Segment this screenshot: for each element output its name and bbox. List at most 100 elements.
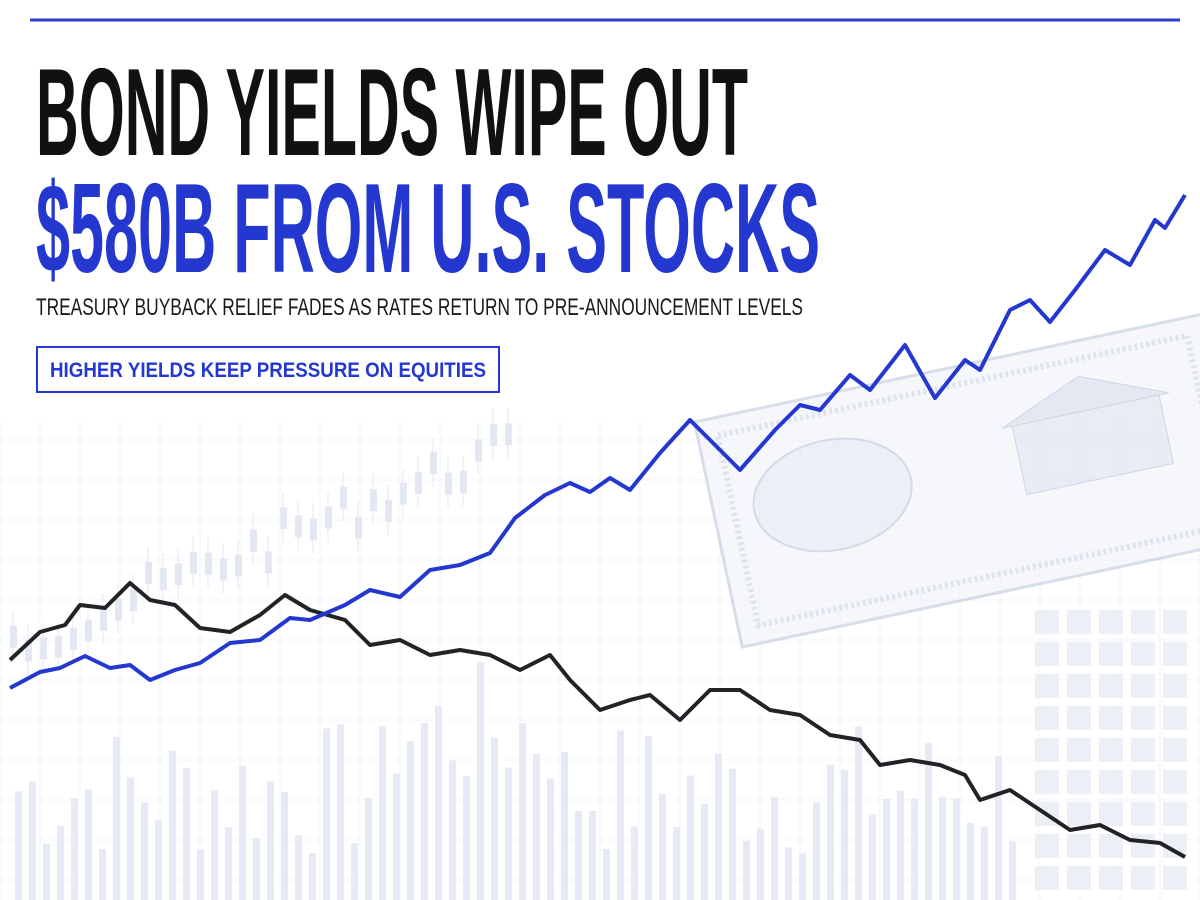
candle-body xyxy=(100,608,107,631)
grid-tile xyxy=(1099,802,1123,826)
grid-tile xyxy=(1099,738,1123,762)
volume-bar xyxy=(645,736,652,900)
grid-tile xyxy=(1067,610,1091,634)
grid-tile xyxy=(1099,610,1123,634)
volume-bar xyxy=(43,843,50,900)
candle-body xyxy=(325,506,332,529)
volume-bar xyxy=(631,826,638,900)
volume-bar xyxy=(701,803,708,900)
banknote-roof xyxy=(1002,375,1169,429)
candle-body xyxy=(55,635,62,658)
banknote-ornament xyxy=(752,437,913,553)
subtitle: TREASURY BUYBACK RELIEF FADES AS RATES R… xyxy=(36,294,803,321)
volume-bar xyxy=(841,769,848,900)
volume-bar xyxy=(827,764,834,900)
volume-bar xyxy=(855,726,862,900)
grid-tile xyxy=(1131,738,1155,762)
volume-bar xyxy=(379,726,386,900)
volume-bar xyxy=(953,798,960,900)
grid-tile xyxy=(1099,642,1123,666)
banknote-border xyxy=(714,332,1200,629)
volume-bar xyxy=(253,837,260,900)
grid-tile xyxy=(1035,834,1059,858)
grid-tile xyxy=(1035,706,1059,730)
title-line-1: BOND YIELDS WIPE OUT xyxy=(36,44,748,182)
volume-bar xyxy=(407,741,414,900)
grid-tile xyxy=(1067,834,1091,858)
grid-tile xyxy=(1163,642,1187,666)
volume-bar xyxy=(617,730,624,900)
candle-body xyxy=(415,471,422,494)
volume-bar xyxy=(155,820,162,900)
grid-tile xyxy=(1099,834,1123,858)
volume-bar xyxy=(449,760,456,900)
volume-bar xyxy=(939,796,946,900)
grid-tile xyxy=(1131,802,1155,826)
volume-bar xyxy=(785,847,792,900)
candle-body xyxy=(400,482,407,505)
candle-body xyxy=(175,563,182,586)
grid-tile xyxy=(1035,770,1059,794)
candle-body xyxy=(445,472,452,495)
volume-bar xyxy=(869,814,876,900)
grid-tile xyxy=(1131,674,1155,698)
volume-bar xyxy=(15,791,22,900)
grid-tile xyxy=(1099,770,1123,794)
background-decoration xyxy=(0,408,1200,900)
volume-bar xyxy=(295,835,302,900)
volume-bar xyxy=(813,802,820,900)
candle-body xyxy=(310,518,317,541)
volume-bar xyxy=(603,848,610,900)
grid-tile xyxy=(1035,610,1059,634)
badge-box xyxy=(36,346,500,393)
grid-tile xyxy=(1099,866,1123,890)
volume-bar xyxy=(505,767,512,900)
candle-body xyxy=(370,489,377,512)
yields-line xyxy=(9,193,1187,690)
volume-bar xyxy=(393,773,400,900)
candle-body xyxy=(115,598,122,621)
volume-bar xyxy=(435,705,442,900)
grid-tile xyxy=(1163,674,1187,698)
candle-body xyxy=(160,567,167,590)
grid-tile xyxy=(1035,674,1059,698)
grid-tile xyxy=(1131,642,1155,666)
volume-bar xyxy=(925,742,932,900)
volume-bar xyxy=(589,810,596,900)
volume-bar xyxy=(141,802,148,900)
grid-tile xyxy=(1035,738,1059,762)
candle-body xyxy=(385,499,392,522)
grid-tile xyxy=(1067,674,1091,698)
stocks-line xyxy=(8,581,1186,859)
candle-body xyxy=(145,561,152,584)
grid-tile xyxy=(1163,866,1187,890)
grid-tile xyxy=(1131,834,1155,858)
candle-body xyxy=(10,625,17,648)
volume-bar xyxy=(281,791,288,900)
volume-bar xyxy=(883,798,890,900)
volume-bar xyxy=(995,755,1002,900)
volume-bar xyxy=(267,781,274,900)
grid-tile xyxy=(1035,866,1059,890)
volume-bar xyxy=(715,753,722,900)
candle-body xyxy=(250,529,257,552)
volume-bar xyxy=(211,790,218,900)
volume-bar xyxy=(197,849,204,900)
candle-body xyxy=(475,439,482,462)
volume-bar xyxy=(463,776,470,900)
grid-tile xyxy=(1131,706,1155,730)
candle-body xyxy=(295,515,302,538)
volume-bar xyxy=(687,775,694,900)
volume-bar xyxy=(491,737,498,900)
candle-body xyxy=(430,452,437,475)
volume-bar xyxy=(757,828,764,900)
volume-bar xyxy=(351,843,358,900)
candle-body xyxy=(190,551,197,574)
candle-body xyxy=(505,423,512,446)
volume-bar xyxy=(673,826,680,900)
volume-bar xyxy=(659,794,666,900)
candle-body xyxy=(70,628,77,651)
volume-bar xyxy=(337,724,344,900)
grid-tile xyxy=(1067,706,1091,730)
